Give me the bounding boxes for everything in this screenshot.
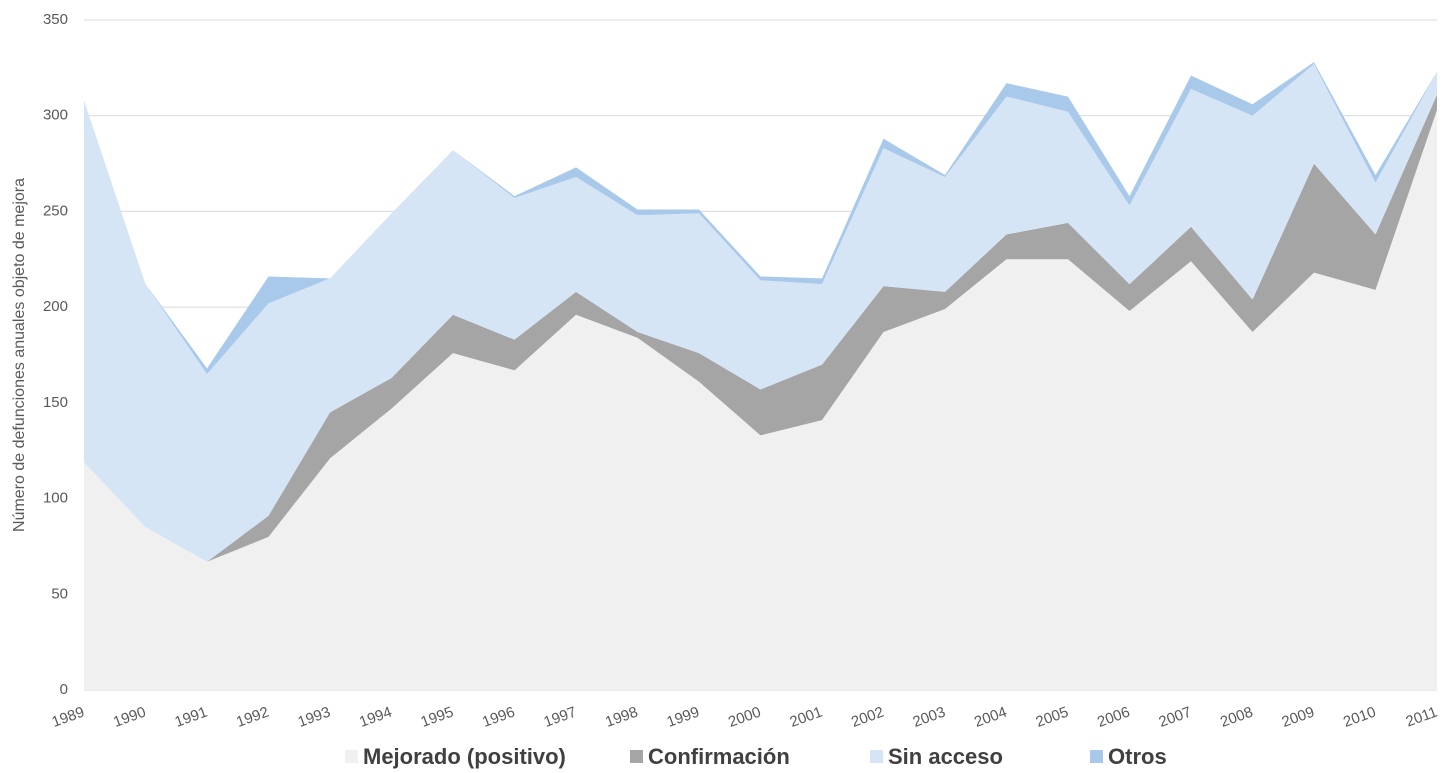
legend-swatch (630, 750, 643, 763)
x-tick-label: 1995 (419, 704, 456, 731)
y-axis-label: Número de defunciones anuales objeto de … (11, 178, 28, 532)
legend-label: Otros (1108, 744, 1167, 769)
y-tick-label: 250 (43, 202, 68, 219)
area (84, 109, 1437, 690)
x-tick-label: 2001 (788, 704, 825, 731)
x-tick-label: 1990 (111, 704, 148, 731)
legend-swatch (870, 750, 883, 763)
y-tick-label: 300 (43, 107, 68, 124)
x-tick-label: 2007 (1157, 704, 1194, 731)
legend-label: Sin acceso (888, 744, 1003, 769)
area (84, 64, 1437, 562)
y-tick-label: 50 (51, 585, 68, 602)
x-tick-label: 2009 (1280, 704, 1317, 731)
y-tick-label: 150 (43, 394, 68, 411)
x-tick-label: 1997 (542, 704, 579, 731)
legend-label: Mejorado (positivo) (363, 744, 566, 769)
legend-swatch (1090, 750, 1103, 763)
x-tick-label: 2010 (1341, 704, 1378, 731)
y-tick-label: 200 (43, 298, 68, 315)
legend-swatch (345, 750, 358, 763)
x-tick-label: 2003 (911, 704, 948, 731)
x-tick-label: 2000 (726, 704, 763, 731)
x-tick-label: 1991 (173, 704, 210, 731)
x-tick-label: 2008 (1218, 704, 1255, 731)
x-tick-label: 2004 (972, 704, 1009, 731)
x-tick-label: 2006 (1095, 704, 1132, 731)
legend-label: Confirmación (648, 744, 790, 769)
x-tick-label: 1996 (480, 704, 517, 731)
x-tick-label: 1994 (357, 704, 394, 731)
x-tick-label: 2005 (1034, 704, 1071, 731)
x-tick-label: 1993 (296, 704, 333, 731)
x-tick-label: 1989 (50, 704, 87, 731)
x-tick-label: 1998 (603, 704, 640, 731)
y-tick-label: 350 (43, 11, 68, 28)
y-tick-label: 100 (43, 490, 68, 507)
x-tick-label: 2011 (1404, 704, 1440, 731)
x-tick-label: 2002 (849, 704, 886, 731)
x-tick-label: 1999 (665, 704, 702, 731)
x-tick-label: 1992 (234, 704, 271, 731)
y-tick-label: 0 (60, 681, 68, 698)
